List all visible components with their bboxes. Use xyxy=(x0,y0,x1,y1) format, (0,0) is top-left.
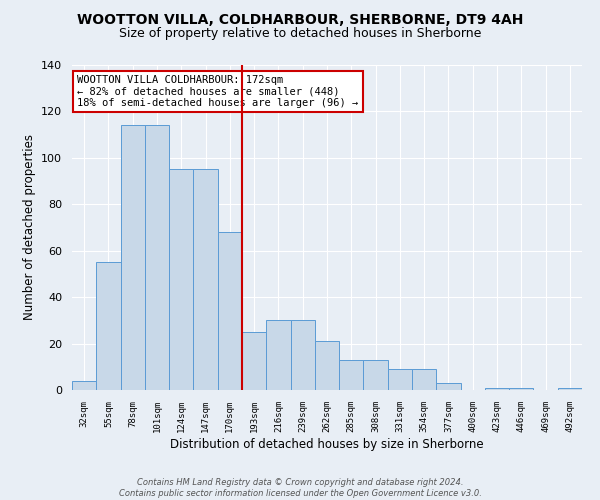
Text: Size of property relative to detached houses in Sherborne: Size of property relative to detached ho… xyxy=(119,28,481,40)
Bar xyxy=(121,126,145,390)
Bar xyxy=(290,320,315,390)
X-axis label: Distribution of detached houses by size in Sherborne: Distribution of detached houses by size … xyxy=(170,438,484,450)
Bar xyxy=(218,232,242,390)
Bar xyxy=(412,369,436,390)
Y-axis label: Number of detached properties: Number of detached properties xyxy=(23,134,35,320)
Bar xyxy=(193,170,218,390)
Bar xyxy=(364,360,388,390)
Bar xyxy=(485,388,509,390)
Bar xyxy=(72,380,96,390)
Bar xyxy=(558,388,582,390)
Bar xyxy=(169,170,193,390)
Bar xyxy=(242,332,266,390)
Text: WOOTTON VILLA COLDHARBOUR: 172sqm
← 82% of detached houses are smaller (448)
18%: WOOTTON VILLA COLDHARBOUR: 172sqm ← 82% … xyxy=(77,74,358,108)
Bar xyxy=(436,383,461,390)
Bar xyxy=(339,360,364,390)
Bar xyxy=(266,320,290,390)
Text: Contains HM Land Registry data © Crown copyright and database right 2024.
Contai: Contains HM Land Registry data © Crown c… xyxy=(119,478,481,498)
Bar xyxy=(96,262,121,390)
Bar xyxy=(145,126,169,390)
Bar xyxy=(509,388,533,390)
Bar xyxy=(315,342,339,390)
Bar xyxy=(388,369,412,390)
Text: WOOTTON VILLA, COLDHARBOUR, SHERBORNE, DT9 4AH: WOOTTON VILLA, COLDHARBOUR, SHERBORNE, D… xyxy=(77,12,523,26)
